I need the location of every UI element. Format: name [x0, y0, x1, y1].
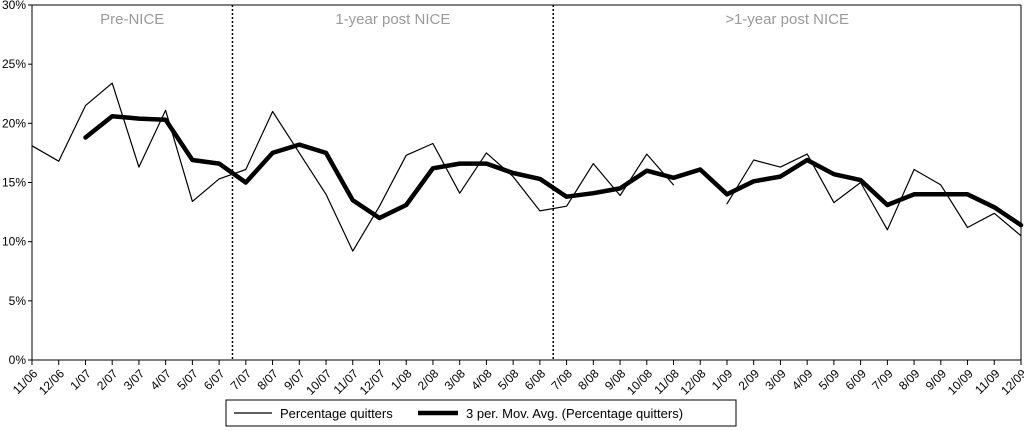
y-tick-label: 15% [2, 176, 26, 190]
x-tick-label: 7/07 [228, 366, 255, 393]
x-tick-label: 5/08 [495, 366, 522, 393]
y-tick-label: 30% [2, 0, 26, 12]
legend-box [225, 399, 737, 427]
x-tick-label: 6/08 [522, 366, 549, 393]
x-tick-label: 3/08 [442, 366, 469, 393]
x-tick-label: 11/09 [972, 366, 1003, 397]
x-tick-label: 1/08 [388, 366, 415, 393]
x-tick-label: 10/07 [303, 366, 334, 397]
x-tick-label: 12/09 [998, 366, 1024, 397]
y-tick-label: 25% [2, 57, 26, 71]
legend-label-percentage-quitters: Percentage quitters [280, 406, 393, 421]
x-tick-label: 11/08 [651, 366, 682, 397]
period-label: Pre-NICE [100, 11, 164, 28]
x-tick-label: 12/08 [677, 366, 708, 397]
period-dividers [231, 5, 554, 360]
x-tick-label: 1/07 [67, 366, 94, 393]
x-tick-label: 6/09 [843, 366, 870, 393]
period-label: >1-year post NICE [725, 11, 849, 28]
y-tick-label: 20% [2, 116, 26, 130]
period-labels: Pre-NICE 1-year post NICE >1-year post NIC… [100, 11, 849, 28]
x-tick-label: 8/08 [575, 366, 602, 393]
legend-label-moving-average: 3 per. Mov. Avg. (Percentage quitters) [466, 406, 683, 421]
x-tick-label: 6/07 [201, 366, 228, 393]
x-tick-label: 7/09 [869, 366, 896, 393]
x-tick-label: 5/07 [174, 366, 201, 393]
x-tick-label: 5/09 [816, 366, 843, 393]
y-tick-label: 5% [9, 294, 27, 308]
x-tick-label: 4/09 [789, 366, 816, 393]
period-label: 1-year post NICE [335, 11, 450, 28]
x-tick-label: 4/08 [468, 366, 495, 393]
x-tick-label: 12/06 [36, 366, 67, 397]
x-tick-label: 11/06 [10, 366, 41, 397]
x-tick-label: 7/08 [549, 366, 576, 393]
x-tick-label: 4/07 [148, 366, 175, 393]
x-tick-label: 12/07 [357, 366, 388, 397]
y-tick-label: 0% [9, 353, 27, 367]
x-tick-label: 8/07 [254, 366, 281, 393]
x-tick-label: 8/09 [896, 366, 923, 393]
y-axis: 0% 5% 10% 15% 20% 25% 30% [2, 0, 1022, 367]
x-tick-label: 2/08 [415, 366, 442, 393]
x-tick-label: 10/09 [945, 366, 976, 397]
x-tick-label: 2/09 [736, 366, 763, 393]
x-tick-label: 3/09 [762, 366, 789, 393]
series-line-moving-average [83, 113, 1024, 228]
x-tick-label: 11/07 [331, 366, 362, 397]
x-tick-label: 2/07 [94, 366, 121, 393]
series-line-percentage-quitters [31, 82, 1022, 252]
x-tick-label: 1/09 [709, 366, 736, 393]
series-lines [31, 82, 1024, 252]
x-tick-label: 10/08 [624, 366, 655, 397]
y-tick-label: 10% [2, 235, 26, 249]
legend: Percentage quitters 3 per. Mov. Avg. (Pe… [225, 399, 737, 427]
x-tick-label: 3/07 [121, 366, 148, 393]
